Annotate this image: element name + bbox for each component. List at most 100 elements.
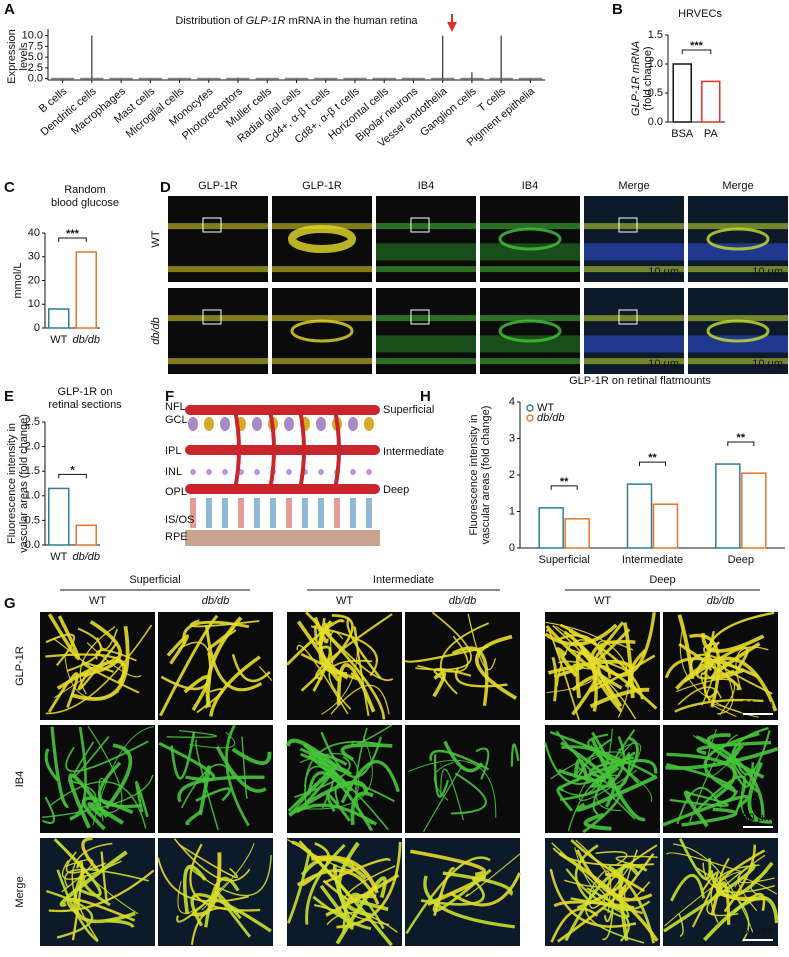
row-label: Merge — [14, 876, 26, 907]
y-tick-label: 1 — [509, 505, 515, 517]
ganglion-cell — [188, 417, 198, 431]
vessel-section — [288, 225, 356, 253]
vessel-connector — [233, 409, 241, 490]
micrograph-content — [664, 611, 778, 718]
tissue-layer — [272, 266, 372, 273]
photoreceptor — [302, 498, 308, 528]
ganglion-cell — [284, 417, 294, 431]
tissue-layer — [168, 223, 268, 230]
significance: ** — [648, 452, 657, 464]
y-tick-label: 5.0 — [28, 51, 43, 63]
photoreceptor — [270, 498, 276, 528]
ganglion-cell — [316, 417, 326, 431]
vessel — [324, 857, 391, 884]
vessel — [681, 807, 738, 827]
vessel — [178, 641, 212, 709]
panel-label: H — [420, 388, 431, 405]
vessel — [135, 780, 149, 818]
y-tick-label: 1.0 — [25, 490, 40, 502]
vessel — [423, 875, 515, 929]
vessel — [188, 855, 272, 897]
vessel — [475, 747, 490, 780]
vessel — [353, 626, 370, 717]
inl-cell — [190, 469, 196, 475]
micrograph-content — [480, 315, 580, 365]
x-tick-label: Deep — [728, 554, 754, 566]
tissue-layer — [376, 315, 476, 322]
tissue-layer — [376, 358, 476, 365]
y-tick-label: 0 — [509, 542, 515, 554]
nuclei-layer — [688, 335, 788, 353]
vessel-connector — [333, 409, 341, 490]
photoreceptor — [318, 498, 324, 528]
panel-label: C — [4, 179, 15, 196]
vessel — [166, 634, 190, 665]
title-part: mRNA in the human retina — [285, 15, 418, 27]
plexus-header: Intermediate — [373, 574, 434, 586]
vessel — [747, 761, 773, 824]
vessel — [355, 727, 374, 825]
vessel — [104, 743, 133, 810]
y-tick-label: 4 — [509, 396, 515, 408]
nuclei-layer — [480, 335, 580, 353]
vessel — [195, 787, 232, 802]
significance: *** — [690, 40, 704, 52]
vessel — [706, 866, 749, 917]
vessel — [422, 766, 462, 833]
vessel — [70, 625, 130, 701]
vessel — [683, 646, 749, 683]
vessel — [676, 786, 723, 825]
vessel — [662, 795, 750, 827]
vessel-connector — [268, 409, 276, 490]
vessel — [675, 656, 778, 712]
row-label: WT — [150, 230, 162, 247]
micrograph-content — [168, 223, 268, 273]
vessel — [57, 841, 139, 915]
micrograph-content — [584, 223, 684, 273]
row-label: IB4 — [14, 771, 26, 788]
vessel — [563, 630, 598, 712]
vessel — [286, 849, 312, 924]
chart-title: blood glucose — [51, 197, 119, 209]
vessel — [310, 855, 379, 894]
vessel — [315, 613, 393, 680]
vessel — [557, 759, 658, 790]
vessel — [679, 625, 759, 718]
vessel — [100, 851, 108, 903]
vessel-section — [706, 227, 770, 251]
vessel — [432, 671, 447, 698]
vessel — [733, 730, 771, 776]
x-tick-label: WT — [50, 551, 67, 563]
vessel — [82, 796, 134, 831]
bar — [538, 507, 564, 549]
significance: *** — [66, 228, 80, 240]
vessel — [301, 842, 331, 887]
vessel — [166, 729, 217, 738]
vessel — [45, 624, 153, 715]
significance: * — [70, 464, 75, 476]
micrograph-content — [376, 315, 476, 365]
vessel — [618, 863, 640, 941]
micrograph-content — [376, 223, 476, 273]
significance-bracket — [550, 485, 578, 490]
tissue-layer — [584, 358, 684, 365]
vessel — [189, 619, 260, 628]
micrograph-content — [157, 838, 272, 945]
vessel — [157, 857, 249, 903]
scale-bar-label: 50 μm — [742, 812, 773, 824]
vessel — [336, 663, 376, 713]
x-tick-label: Intermediate — [622, 554, 683, 566]
vessel — [320, 731, 382, 779]
layer-label: GCL — [165, 414, 188, 426]
vessel — [433, 754, 450, 798]
y-tick-label: 0.5 — [648, 87, 663, 99]
vessel — [564, 864, 648, 942]
vessel — [191, 852, 222, 917]
vessel — [177, 775, 265, 803]
vessel — [42, 774, 154, 819]
group-label: db/db — [707, 595, 735, 607]
vessel — [696, 867, 750, 942]
vessel — [603, 903, 615, 923]
significance-bracket — [58, 473, 87, 479]
inset-box — [202, 309, 222, 325]
